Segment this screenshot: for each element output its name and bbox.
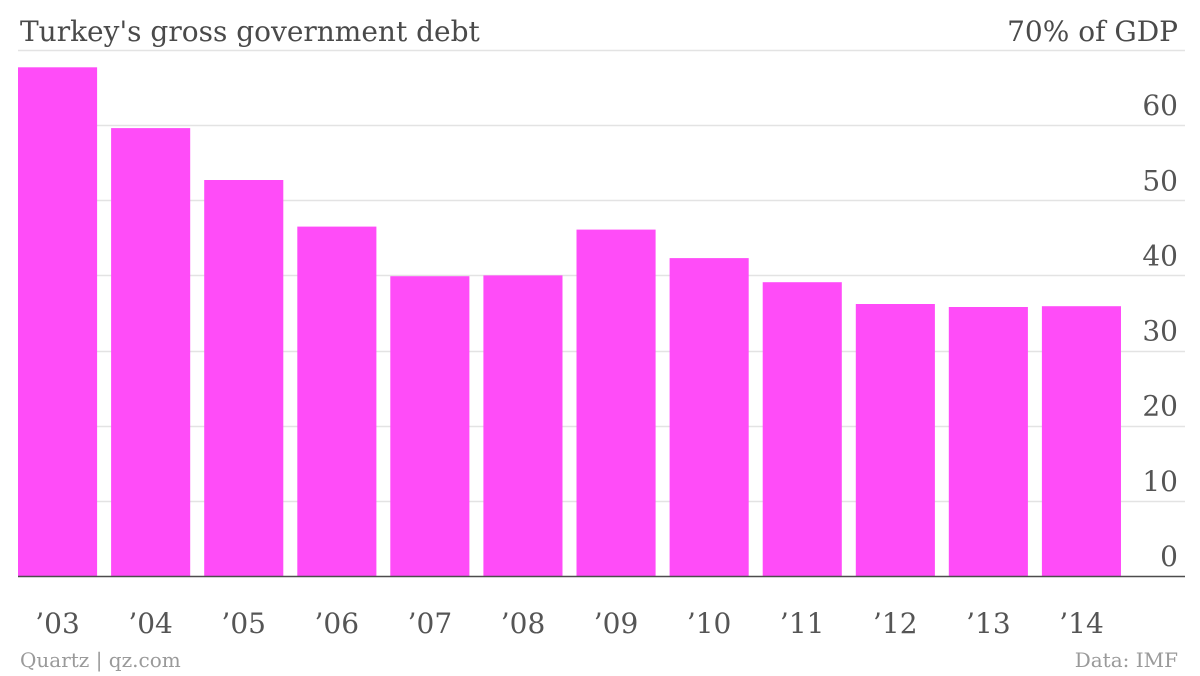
x-tick-label: ’11 [780, 607, 825, 640]
bar-7 [669, 258, 749, 576]
y-tick-label: 30 [1142, 315, 1178, 348]
y-tick-label: 50 [1142, 164, 1178, 197]
bar-0 [18, 67, 98, 577]
chart-title: Turkey's gross government debt [20, 15, 481, 48]
x-tick-label: ’04 [128, 607, 173, 640]
bars [18, 67, 1121, 577]
bar-1 [111, 128, 191, 576]
bar-11 [1041, 306, 1121, 576]
x-tick-label: ’13 [966, 607, 1011, 640]
bar-5 [483, 275, 563, 576]
bar-6 [576, 229, 656, 576]
x-tick-label: ’09 [594, 607, 639, 640]
bar-3 [297, 226, 377, 576]
y-tick-label: 0 [1160, 540, 1178, 573]
x-tick-label: ’08 [501, 607, 546, 640]
bar-10 [948, 307, 1028, 576]
x-tick-label: ’05 [221, 607, 266, 640]
y-tick-label: 20 [1142, 390, 1178, 423]
y-tick-label: 40 [1142, 239, 1178, 272]
bar-2 [204, 180, 284, 576]
top-unit-label: 70% of GDP [1007, 15, 1178, 48]
y-tick-label: 10 [1142, 465, 1178, 498]
x-tick-label: ’07 [408, 607, 453, 640]
y-tick-labels: 0 10 20 30 40 50 60 [1142, 89, 1178, 573]
credit-text: Quartz | qz.com [20, 648, 181, 673]
x-tick-label: ’10 [687, 607, 732, 640]
x-tick-label: ’03 [35, 607, 80, 640]
x-tick-label: ’14 [1059, 607, 1104, 640]
bar-9 [855, 304, 935, 576]
bar-4 [390, 276, 470, 576]
bar-8 [762, 282, 842, 576]
x-tick-label: ’06 [315, 607, 360, 640]
source-text: Data: IMF [1075, 648, 1178, 672]
x-tick-labels: ’03 ’04 ’05 ’06 ’07 ’08 ’09 ’10 ’11 ’12 ’13 ’14 [35, 607, 1104, 640]
y-tick-label: 60 [1142, 89, 1178, 122]
x-tick-label: ’12 [873, 607, 918, 640]
